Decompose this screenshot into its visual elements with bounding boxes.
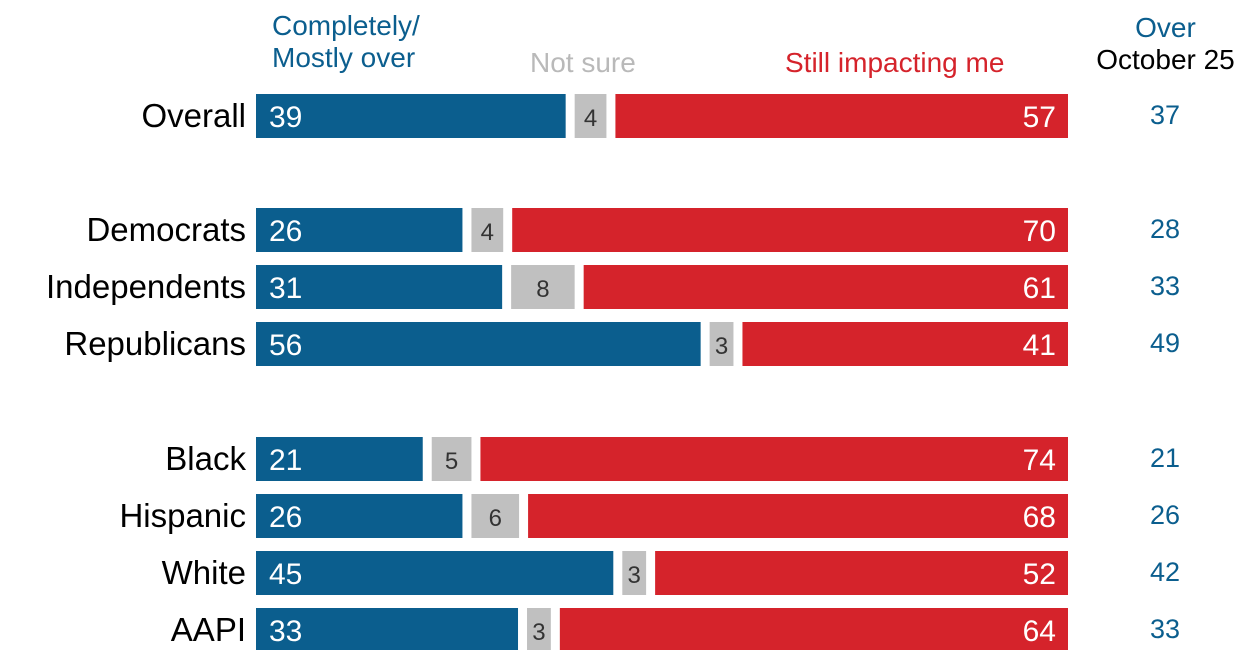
over-october-25-value: 33	[1150, 271, 1180, 301]
bar-over-value: 31	[269, 272, 302, 305]
category-label: Republicans	[64, 325, 246, 362]
category-label: Black	[165, 440, 246, 477]
legend-not-sure: Not sure	[530, 47, 636, 78]
bar-still-value: 61	[1023, 272, 1056, 305]
bar-over-value: 39	[269, 101, 302, 134]
bar-not-sure-value: 3	[532, 619, 545, 646]
category-label: Hispanic	[119, 497, 246, 534]
bar-not-sure	[431, 437, 472, 481]
bar-not-sure	[511, 265, 575, 309]
bar-still-value: 64	[1023, 615, 1056, 648]
bar-still-impacting	[480, 437, 1068, 481]
over-october-25-value: 21	[1150, 443, 1180, 473]
bar-over	[256, 208, 463, 252]
bar-over	[256, 494, 463, 538]
bar-over-value: 26	[269, 501, 302, 534]
bar-still-value: 70	[1023, 215, 1056, 248]
bar-still-impacting	[615, 94, 1068, 138]
bar-still-value: 68	[1023, 501, 1056, 534]
legend-completely-mostly-over: Completely/ Mostly over	[272, 10, 420, 74]
bar-still-value: 52	[1023, 558, 1056, 591]
bar-not-sure	[527, 608, 551, 650]
bar-over-value: 33	[269, 615, 302, 648]
category-label: Independents	[46, 268, 246, 305]
bar-over	[256, 322, 701, 366]
bar-over	[256, 265, 503, 309]
category-label: Overall	[141, 97, 246, 134]
bar-not-sure	[622, 551, 647, 595]
category-label: Democrats	[86, 211, 246, 248]
bar-over-value: 56	[269, 329, 302, 362]
bar-over-value: 45	[269, 558, 302, 591]
legend-over-line2: Mostly over	[272, 42, 416, 73]
legend-oct-line2: October 25	[1096, 44, 1235, 75]
legend-over-october-25: Over October 25	[1083, 12, 1248, 76]
bar-over	[256, 94, 566, 138]
bar-not-sure-value: 5	[445, 448, 458, 475]
bar-not-sure	[574, 94, 607, 138]
bar-not-sure-value: 3	[628, 562, 641, 589]
bar-still-value: 74	[1023, 444, 1056, 477]
over-october-25-value: 28	[1150, 214, 1180, 244]
bar-still-impacting	[528, 494, 1068, 538]
bar-over-value: 26	[269, 215, 302, 248]
bar-still-impacting	[583, 265, 1068, 309]
bar-not-sure	[709, 322, 734, 366]
bar-not-sure	[471, 208, 504, 252]
bar-still-impacting	[559, 608, 1068, 650]
over-october-25-value: 42	[1150, 557, 1180, 587]
legend-still-impacting: Still impacting me	[785, 47, 1005, 78]
category-label: White	[162, 554, 246, 591]
over-october-25-value: 26	[1150, 500, 1180, 530]
bar-not-sure-value: 4	[584, 105, 597, 132]
legend-oct-line1: Over	[1135, 12, 1196, 43]
bar-still-value: 41	[1023, 329, 1056, 362]
legend-over-line1: Completely/	[272, 10, 420, 41]
over-october-25-value: 49	[1150, 328, 1180, 358]
category-label: AAPI	[171, 611, 246, 648]
bar-still-impacting	[655, 551, 1068, 595]
bar-not-sure-value: 3	[715, 333, 728, 360]
bar-over	[256, 437, 423, 481]
over-october-25-value: 33	[1150, 614, 1180, 644]
bar-not-sure	[471, 494, 520, 538]
bar-over	[256, 551, 614, 595]
over-october-25-value: 37	[1150, 100, 1180, 130]
bar-over	[256, 608, 519, 650]
bar-still-impacting	[512, 208, 1068, 252]
bar-still-value: 57	[1023, 101, 1056, 134]
bar-not-sure-value: 4	[481, 219, 494, 246]
bar-not-sure-value: 8	[536, 276, 549, 303]
bar-not-sure-value: 6	[489, 505, 502, 532]
bar-still-impacting	[742, 322, 1068, 366]
bar-over-value: 21	[269, 444, 302, 477]
